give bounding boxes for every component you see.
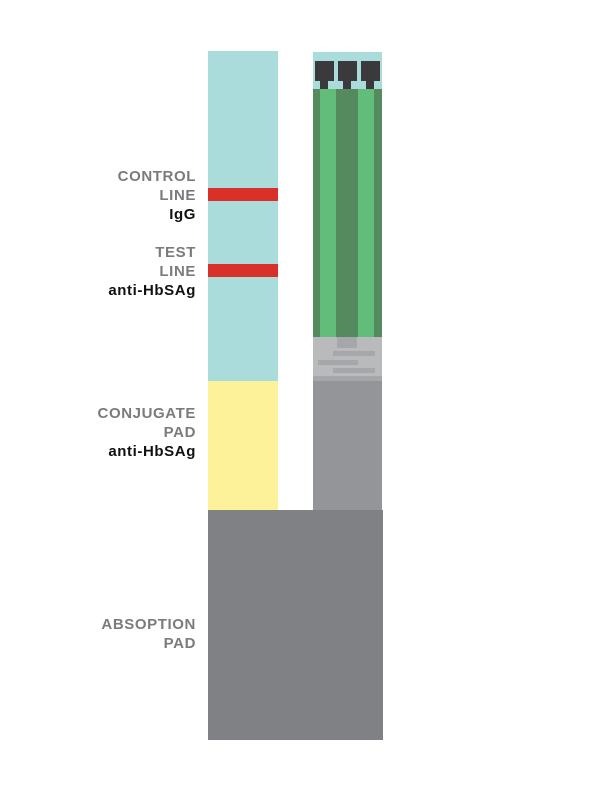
absorption-pad xyxy=(208,510,383,740)
conjugate-pad xyxy=(208,381,278,510)
electrode-section xyxy=(313,89,382,337)
test-line-label: TEST LINE anti-HbSAg xyxy=(108,243,196,300)
absorption-pad-label: ABSOPTION PAD xyxy=(101,615,196,653)
control-line-label: CONTROL LINE IgG xyxy=(118,167,196,224)
test-label-line2: LINE xyxy=(159,263,196,280)
absorption-label-line1: ABSOPTION xyxy=(101,616,196,633)
test-label-line1: TEST xyxy=(155,244,196,261)
control-label-line1: CONTROL xyxy=(117,168,196,185)
transition-block xyxy=(313,337,382,381)
test-antibody-label: anti-HbSAg xyxy=(108,282,196,299)
conjugate-label-line1: CONJUGATE xyxy=(97,405,196,422)
connector-teeth xyxy=(313,59,382,89)
side-pad xyxy=(313,381,382,510)
test-line xyxy=(208,264,278,277)
control-antibody-label: IgG xyxy=(169,206,196,223)
conjugate-label-line2: PAD xyxy=(163,424,196,441)
strip-top-edge xyxy=(313,52,382,59)
conjugate-pad-label: CONJUGATE PAD anti-HbSAg xyxy=(98,404,196,461)
control-label-line2: LINE xyxy=(159,187,196,204)
conjugate-antibody-label: anti-HbSAg xyxy=(108,443,196,460)
control-line xyxy=(208,188,278,201)
membrane-strip xyxy=(208,51,278,381)
absorption-label-line2: PAD xyxy=(163,635,196,652)
